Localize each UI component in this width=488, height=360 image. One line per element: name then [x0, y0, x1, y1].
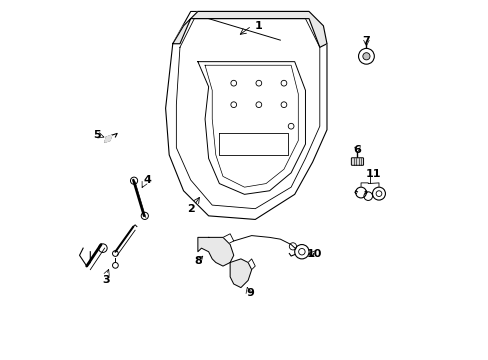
Circle shape: [255, 80, 261, 86]
Polygon shape: [198, 237, 233, 266]
Circle shape: [362, 53, 369, 60]
Text: 3: 3: [102, 275, 110, 285]
Text: 5: 5: [94, 130, 101, 140]
Circle shape: [255, 102, 261, 108]
Circle shape: [358, 48, 373, 64]
Text: 9: 9: [245, 288, 253, 298]
Circle shape: [287, 123, 293, 129]
Text: 1: 1: [254, 21, 262, 31]
Text: 10: 10: [306, 248, 322, 258]
Polygon shape: [165, 12, 326, 220]
Text: 4: 4: [143, 175, 151, 185]
Polygon shape: [204, 65, 298, 187]
Circle shape: [281, 80, 286, 86]
Polygon shape: [219, 134, 287, 155]
Text: 8: 8: [194, 256, 202, 266]
Polygon shape: [230, 259, 251, 288]
Text: 2: 2: [186, 204, 194, 214]
Polygon shape: [172, 12, 326, 47]
Text: 7: 7: [362, 36, 369, 46]
Polygon shape: [198, 62, 305, 194]
Circle shape: [281, 102, 286, 108]
Polygon shape: [104, 135, 112, 142]
Text: 11: 11: [365, 168, 381, 179]
Text: 6: 6: [353, 144, 361, 154]
Circle shape: [230, 102, 236, 108]
Polygon shape: [176, 19, 319, 209]
FancyBboxPatch shape: [351, 158, 363, 165]
Circle shape: [230, 80, 236, 86]
